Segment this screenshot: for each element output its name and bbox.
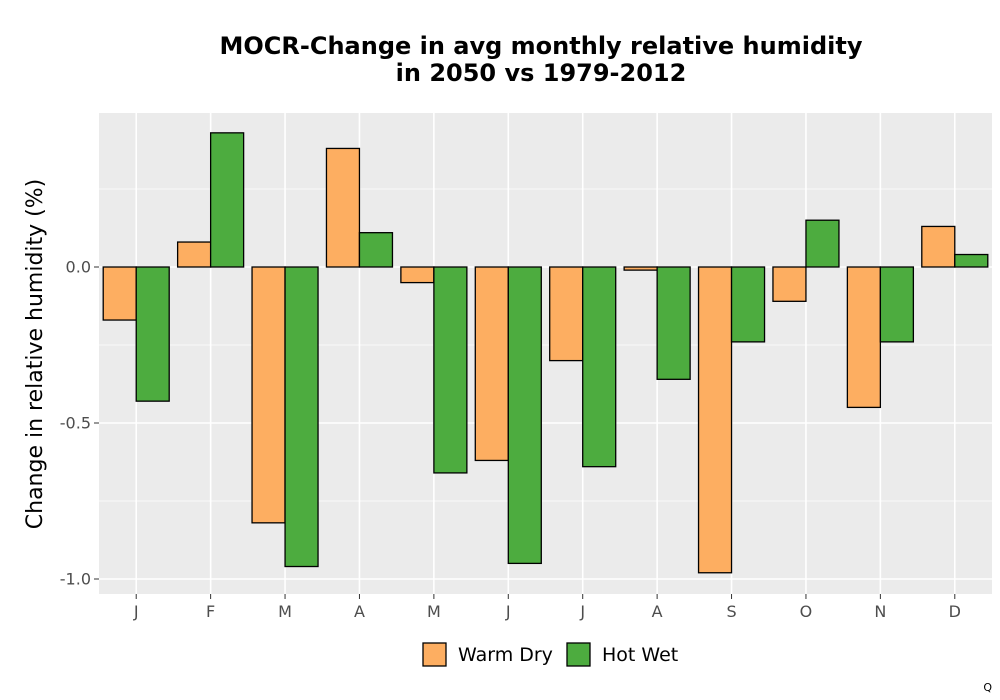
bar-hot-wet [730,266,766,343]
bar-hot-wet [879,266,915,343]
x-tick-label: J [505,602,511,621]
bar-hot-wet [358,232,394,268]
y-tick-label: -0.5 [60,414,91,433]
x-tick-label: J [133,602,139,621]
x-tick-label: F [206,602,215,621]
x-tick-label: N [874,602,886,621]
bar-warm-dry [102,266,137,321]
y-tick-label: -1.0 [60,570,91,589]
legend-key-hot-wet [566,642,591,667]
bar-warm-dry [474,266,509,462]
bar-warm-dry [846,266,882,409]
bar-hot-wet [656,266,691,380]
y-tick-label: 0.0 [66,258,91,277]
x-tick-label: M [427,602,441,621]
x-tick-label: A [354,602,365,621]
bar-hot-wet [135,266,170,402]
bar-hot-wet [805,219,840,268]
chart-title-line-2: in 2050 vs 1979-2012 [396,59,687,87]
bar-warm-dry [921,225,956,268]
bar-hot-wet [209,132,245,268]
x-tick-label: M [278,602,292,621]
y-axis: 0.0 -0.5 -1.0 [60,258,99,589]
bar-warm-dry [549,266,584,362]
bar-warm-dry [400,266,435,284]
legend-label: Hot Wet [602,644,678,666]
x-tick-label: A [652,602,663,621]
bar-warm-dry [325,147,361,268]
plot-panel [99,113,992,594]
x-tick-label: O [800,602,813,621]
bar-hot-wet [582,266,617,468]
bar-warm-dry [623,266,658,271]
bar-warm-dry [697,266,733,574]
bar-hot-wet [433,266,468,474]
legend-label: Warm Dry [458,644,553,666]
y-axis-title: Change in relative humidity (%) [23,179,48,529]
x-tick-label: J [579,602,585,621]
chart-title-line-1: MOCR-Change in avg monthly relative humi… [220,32,863,60]
x-tick-label: D [949,602,961,621]
legend: Warm Dry Hot Wet [422,642,678,667]
bar-warm-dry [251,266,286,524]
corner-mark: Q [983,681,992,694]
bar-warm-dry [176,241,212,268]
bar-hot-wet [284,266,319,568]
bars [102,132,989,574]
x-tick-label: S [726,602,736,621]
bar-hot-wet [507,266,542,565]
bar-warm-dry [772,266,807,302]
legend-key-warm-dry [422,642,447,667]
bar-hot-wet [954,253,989,268]
